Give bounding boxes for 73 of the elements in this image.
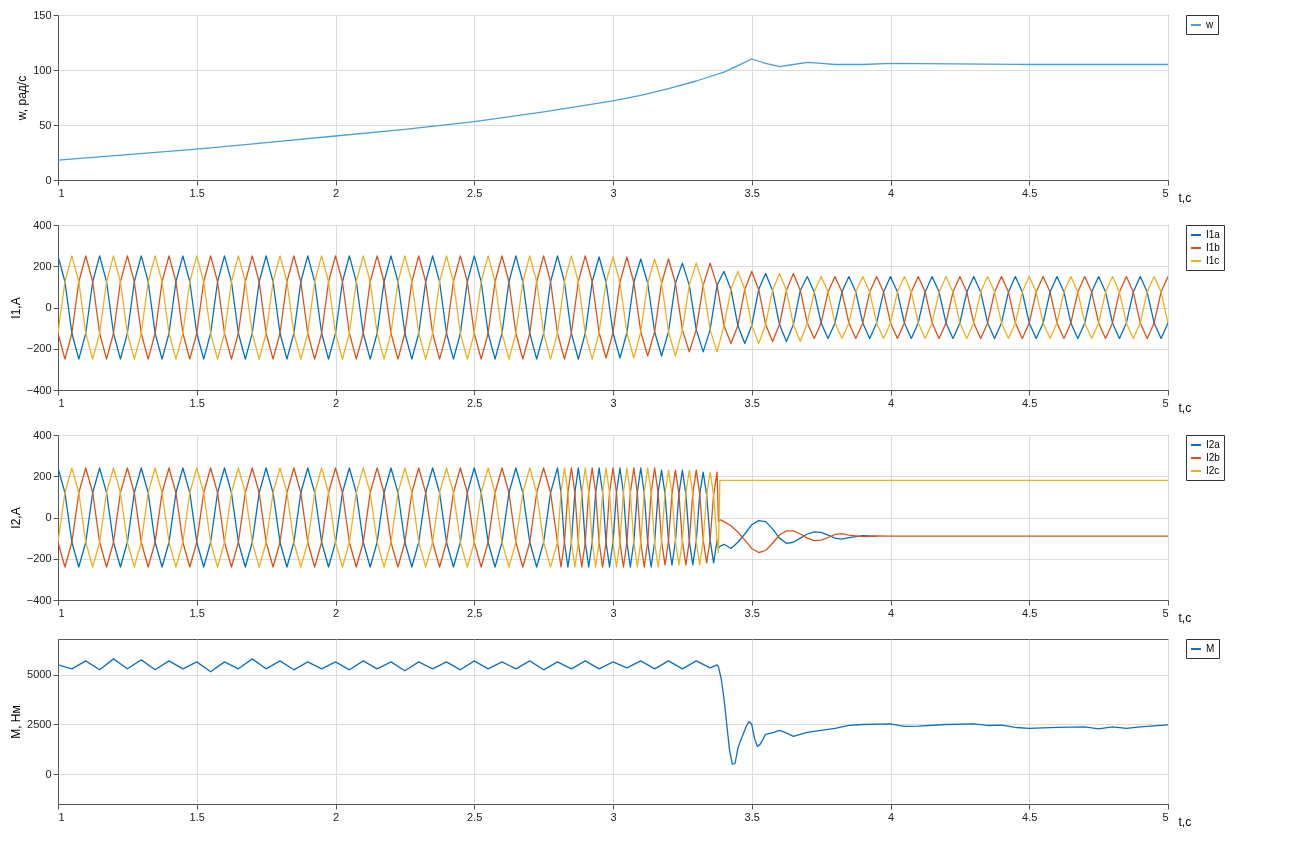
x-tick-label: 3.5	[744, 606, 760, 619]
y-tick-label: −400	[26, 383, 52, 396]
x-tick-label: 1	[58, 396, 65, 409]
x-tick-label: 3	[610, 810, 617, 823]
x-tick-label: 1	[58, 810, 65, 823]
y-tick-label: 200	[33, 469, 52, 482]
line-series	[58, 255, 1168, 360]
x-tick-label: 3	[610, 606, 617, 619]
line-series	[58, 467, 1168, 568]
x-tick-label: 5	[1162, 186, 1169, 199]
x-tick-label: 2	[332, 396, 340, 409]
legend-label: I1a	[1206, 229, 1221, 240]
x-axis-title: t,c	[1178, 400, 1192, 415]
x-tick-label: 4.5	[1022, 396, 1038, 409]
x-tick-label: 1.5	[189, 396, 205, 409]
x-tick-label: 4.5	[1022, 810, 1038, 823]
y-tick-label: −400	[26, 593, 52, 606]
x-tick-label: 1	[58, 186, 65, 199]
x-tick-label: 3.5	[744, 396, 760, 409]
x-tick-label: 5	[1162, 396, 1169, 409]
y-tick-label: −200	[26, 552, 52, 565]
legend-label: M	[1206, 643, 1215, 654]
x-tick-label: 4	[887, 186, 895, 199]
legend-label: I2c	[1206, 465, 1220, 476]
y-tick-label: 200	[33, 259, 52, 272]
x-tick-label: 2.5	[467, 810, 483, 823]
x-tick-label: 3.5	[744, 810, 760, 823]
y-axis-title: I1,A	[8, 297, 23, 319]
legend-label: w	[1205, 19, 1214, 30]
y-tick-label: 0	[45, 301, 52, 313]
x-tick-label: 2	[332, 186, 340, 199]
x-tick-label: 2.5	[467, 396, 483, 409]
x-tick-label: 4.5	[1022, 606, 1038, 619]
line-series	[58, 658, 1168, 765]
y-axis-title: M, Нм	[9, 705, 24, 739]
legend-label: I2b	[1206, 452, 1221, 463]
y-axis-title: w, рад/с	[15, 75, 30, 122]
x-tick-label: 1.5	[189, 186, 205, 199]
x-tick-label: 2	[332, 810, 340, 823]
y-tick-label: 0	[45, 767, 52, 780]
legend-label: I1c	[1206, 255, 1220, 266]
y-tick-label: 0	[45, 173, 52, 186]
x-axis-title: t,c	[1178, 610, 1192, 625]
legend-label: I2a	[1206, 439, 1221, 450]
y-tick-label: 0	[45, 511, 52, 523]
x-tick-label: 3	[610, 186, 617, 199]
y-axis-title: I2,A	[8, 507, 23, 529]
x-tick-label: 5	[1162, 810, 1169, 823]
x-axis-title: t,c	[1178, 190, 1192, 205]
y-tick-label: 2500	[27, 717, 52, 730]
line-series	[58, 58, 1168, 161]
y-tick-label: 400	[33, 428, 52, 441]
x-tick-label: 1.5	[189, 606, 205, 619]
x-tick-label: 2	[332, 606, 340, 619]
y-tick-label: 400	[33, 218, 52, 231]
legend-label: I1b	[1206, 242, 1221, 253]
x-tick-label: 4	[887, 810, 895, 823]
x-tick-label: 3.5	[744, 186, 760, 199]
x-tick-label: 1.5	[189, 810, 205, 823]
x-axis-title: t,c	[1178, 814, 1192, 829]
y-tick-label: 100	[33, 63, 52, 76]
x-tick-label: 3	[610, 396, 617, 409]
y-tick-label: 50	[39, 118, 52, 131]
x-tick-label: 2.5	[467, 186, 483, 199]
y-tick-label: 5000	[27, 668, 52, 681]
x-tick-label: 2.5	[467, 606, 483, 619]
x-tick-label: 4.5	[1022, 186, 1038, 199]
x-tick-label: 4	[887, 606, 895, 619]
y-tick-label: −200	[26, 342, 52, 355]
x-tick-label: 4	[887, 396, 895, 409]
x-tick-label: 5	[1162, 606, 1169, 619]
x-tick-label: 1	[58, 606, 65, 619]
y-tick-label: 150	[33, 8, 52, 21]
